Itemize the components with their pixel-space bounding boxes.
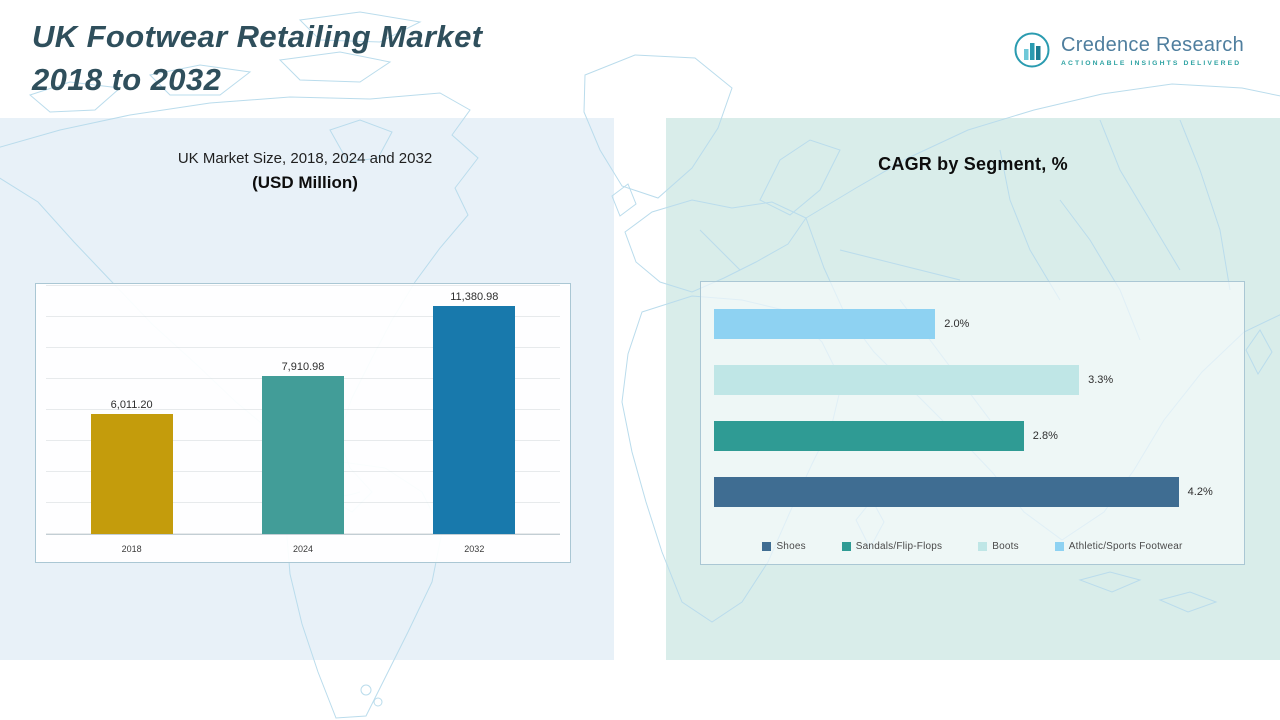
cagr-row-Sandals/Flip-Flops: 2.8% bbox=[714, 421, 1234, 451]
cagr-row-Athletic/Sports Footwear: 2.0% bbox=[714, 309, 1234, 339]
brand-logo-text: Credence Research Actionable Insights De… bbox=[1061, 34, 1244, 67]
bar-2032 bbox=[433, 306, 516, 534]
cagr-value-label: 2.8% bbox=[1032, 430, 1058, 442]
market-size-chart: 6,011.20 7,910.98 11,380.98 2018 2024 2032 bbox=[35, 283, 571, 563]
cagr-value-label: 3.3% bbox=[1088, 374, 1114, 386]
legend-item-Athletic/Sports Footwear: Athletic/Sports Footwear bbox=[1054, 541, 1183, 552]
cagr-chart-title: CAGR by Segment, % bbox=[666, 154, 1280, 175]
market-size-plot: 6,011.20 7,910.98 11,380.98 bbox=[46, 284, 560, 535]
cagr-chart: 2.0% 3.3% 2.8% 4.2% Shoes Sandals/Flip-Flops… bbox=[700, 281, 1245, 565]
market-size-categories: 2018 2024 2032 bbox=[46, 535, 560, 554]
market-size-subtitle: (USD Million) bbox=[252, 173, 358, 192]
page-title: UK Footwear Retailing Market 2018 to 203… bbox=[32, 16, 482, 102]
x-axis-label-2032: 2032 bbox=[464, 544, 485, 554]
brand-tagline: Actionable Insights Delivered bbox=[1061, 59, 1242, 67]
market-size-title: UK Market Size, 2018, 2024 and 2032 bbox=[177, 150, 433, 167]
legend-label: Shoes bbox=[776, 541, 806, 552]
legend-swatch bbox=[978, 542, 988, 551]
legend-item-Shoes: Shoes bbox=[762, 541, 806, 552]
cagr-legend: Shoes Sandals/Flip-Flops Boots Athletic/Spo… bbox=[701, 541, 1244, 552]
legend-swatch bbox=[762, 542, 772, 551]
brand-logo-icon bbox=[1014, 32, 1050, 68]
x-axis-label-2024: 2024 bbox=[292, 544, 313, 554]
brand-logo: Credence Research Actionable Insights De… bbox=[1012, 30, 1244, 70]
brand-name: Credence Research bbox=[1061, 33, 1244, 56]
bar-value-label: 11,380.98 bbox=[450, 291, 499, 304]
cagr-row-Boots: 3.3% bbox=[714, 365, 1234, 395]
legend-swatch bbox=[1054, 542, 1064, 551]
x-axis-label-2018: 2018 bbox=[121, 544, 142, 554]
legend-label: Boots bbox=[992, 541, 1019, 552]
page-title-line2: 2018 to 2032 bbox=[32, 61, 222, 97]
cagr-bar-Athletic/Sports Footwear bbox=[714, 309, 936, 339]
market-size-chart-title: UK Market Size, 2018, 2024 and 2032 (USD… bbox=[35, 150, 575, 193]
bar-2018 bbox=[90, 413, 173, 534]
bar-column-2024: 7,910.98 bbox=[217, 284, 388, 534]
legend-label: Athletic/Sports Footwear bbox=[1068, 541, 1183, 552]
page-title-line1: UK Footwear Retailing Market bbox=[32, 19, 483, 54]
cagr-value-label: 2.0% bbox=[944, 318, 970, 330]
cagr-value-label: 4.2% bbox=[1187, 486, 1213, 498]
cagr-row-Shoes: 4.2% bbox=[714, 477, 1234, 507]
bar-value-label: 7,910.98 bbox=[281, 360, 325, 373]
legend-item-Sandals/Flip-Flops: Sandals/Flip-Flops bbox=[841, 541, 943, 552]
legend-label: Sandals/Flip-Flops bbox=[855, 541, 943, 552]
legend-item-Boots: Boots bbox=[978, 541, 1019, 552]
cagr-title: CAGR by Segment, % bbox=[878, 154, 1068, 174]
cagr-bar-Sandals/Flip-Flops bbox=[714, 421, 1024, 451]
bar-column-2032: 11,380.98 bbox=[389, 284, 560, 534]
bar-value-label: 6,011.20 bbox=[110, 398, 153, 411]
cagr-bar-Shoes bbox=[714, 477, 1179, 507]
cagr-plot: 2.0% 3.3% 2.8% 4.2% bbox=[714, 309, 1234, 507]
bar-2024 bbox=[261, 375, 344, 534]
bar-column-2018: 6,011.20 bbox=[46, 284, 217, 534]
legend-swatch bbox=[841, 542, 851, 551]
cagr-bar-Boots bbox=[714, 365, 1080, 395]
